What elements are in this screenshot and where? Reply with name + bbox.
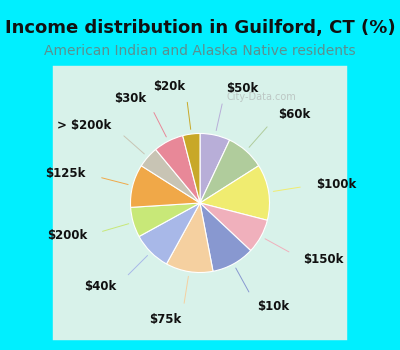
Wedge shape — [200, 166, 270, 220]
Wedge shape — [139, 203, 200, 264]
Wedge shape — [131, 203, 200, 237]
Text: > $200k: > $200k — [57, 119, 112, 132]
Text: $60k: $60k — [278, 108, 310, 121]
Text: $200k: $200k — [47, 229, 87, 242]
Wedge shape — [200, 203, 267, 251]
Text: $20k: $20k — [153, 80, 185, 93]
Text: $40k: $40k — [84, 280, 117, 293]
Text: $10k: $10k — [257, 300, 289, 313]
Wedge shape — [141, 149, 200, 203]
Text: $100k: $100k — [316, 178, 356, 191]
Wedge shape — [200, 133, 230, 203]
Text: $50k: $50k — [226, 82, 258, 95]
Wedge shape — [183, 133, 200, 203]
Text: $75k: $75k — [149, 313, 182, 326]
Text: American Indian and Alaska Native residents: American Indian and Alaska Native reside… — [44, 44, 356, 58]
Text: $125k: $125k — [46, 167, 86, 180]
Wedge shape — [130, 166, 200, 207]
Text: Income distribution in Guilford, CT (%): Income distribution in Guilford, CT (%) — [5, 19, 395, 37]
Wedge shape — [200, 140, 259, 203]
Text: City-Data.com: City-Data.com — [226, 92, 296, 102]
Text: $150k: $150k — [303, 253, 344, 266]
Bar — [50, 63, 350, 343]
Wedge shape — [200, 203, 251, 271]
Wedge shape — [156, 136, 200, 203]
Text: $30k: $30k — [114, 92, 146, 105]
Wedge shape — [166, 203, 213, 273]
